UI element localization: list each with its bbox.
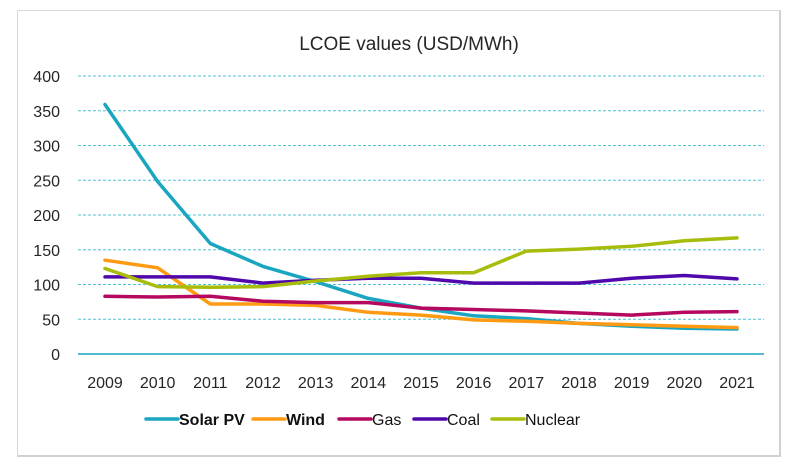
series-lines [103, 102, 739, 331]
y-tick-label: 150 [33, 243, 60, 260]
x-tick-label: 2017 [509, 375, 545, 392]
legend-item-wind: Wind [251, 412, 325, 429]
chart-card [17, 10, 781, 457]
legend-item-solar-pv: Solar PV [144, 412, 245, 429]
legend-label: Solar PV [179, 412, 245, 429]
y-tick-label: 400 [33, 69, 60, 86]
legend-item-nuclear: Nuclear [490, 412, 581, 429]
legend-label: Nuclear [525, 412, 581, 429]
x-tick-label: 2010 [140, 375, 176, 392]
legend-item-gas: Gas [337, 412, 401, 429]
y-axis: 0 50 100 150 200 250 300 350 400 [33, 69, 60, 364]
gridlines [78, 75, 764, 355]
x-tick-label: 2016 [456, 375, 492, 392]
y-tick-label: 300 [33, 139, 60, 156]
series-line-wind [103, 258, 739, 330]
x-tick-label: 2009 [87, 375, 123, 392]
legend-item-coal: Coal [412, 412, 480, 429]
legend-label: Coal [447, 412, 480, 429]
series-line-gas [103, 294, 739, 317]
y-tick-label: 50 [42, 312, 60, 329]
x-axis: 2009 2010 2011 2012 2013 2014 2015 2016 2017 2018… [87, 375, 755, 392]
x-tick-label: 2020 [667, 375, 703, 392]
legend: Solar PV Wind Gas Coal Nuclear [144, 412, 581, 429]
x-tick-label: 2013 [298, 375, 334, 392]
x-tick-label: 2015 [403, 375, 439, 392]
y-tick-label: 200 [33, 208, 60, 225]
x-tick-label: 2021 [719, 375, 755, 392]
y-tick-label: 100 [33, 278, 60, 295]
x-tick-label: 2012 [245, 375, 281, 392]
chart-title: LCOE values (USD/MWh) [299, 34, 519, 55]
x-tick-label: 2018 [561, 375, 597, 392]
series-line-coal [103, 273, 739, 285]
y-tick-label: 250 [33, 173, 60, 190]
x-tick-label: 2019 [614, 375, 650, 392]
legend-label: Wind [286, 412, 325, 429]
legend-label: Gas [372, 412, 401, 429]
y-tick-label: 0 [51, 347, 60, 364]
x-tick-label: 2014 [351, 375, 387, 392]
x-tick-label: 2011 [193, 375, 228, 392]
y-tick-label: 350 [33, 104, 60, 121]
